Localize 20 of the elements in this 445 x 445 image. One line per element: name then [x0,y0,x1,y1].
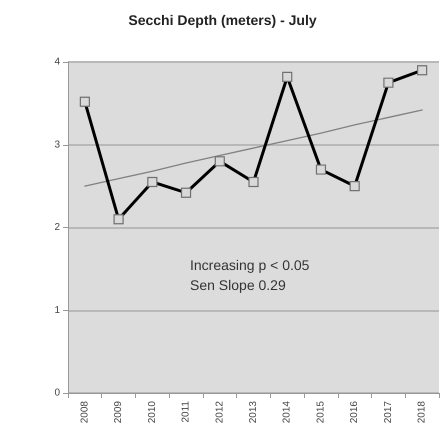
x-tick-label: 2015 [315,400,326,424]
x-tick-label: 2009 [113,400,124,424]
x-tick-label: 2018 [416,400,428,424]
y-tick-label: 0 [54,388,60,398]
y-tick-label: 4 [54,56,60,68]
x-tick-label: 2016 [349,400,360,424]
line-series [84,109,423,187]
chart-title: Secchi Depth (meters) - July [128,12,317,28]
x-tick-label: 2008 [79,400,90,424]
x-tick-label: 2011 [180,400,192,423]
annotation: Sen Slope 0.29 [190,277,286,293]
y-tick-label: 2 [54,222,60,233]
annotation: Increasing p < 0.05 [190,257,310,273]
x-tick-label: 2013 [248,400,259,424]
y-tick-label: 3 [54,139,60,150]
x-tick-label: 2012 [214,400,226,424]
x-tick-label: 2017 [382,400,394,424]
y-tick-label: 1 [54,304,60,316]
x-tick-label: 2014 [282,400,293,424]
x-tick-label: 2010 [146,400,158,424]
